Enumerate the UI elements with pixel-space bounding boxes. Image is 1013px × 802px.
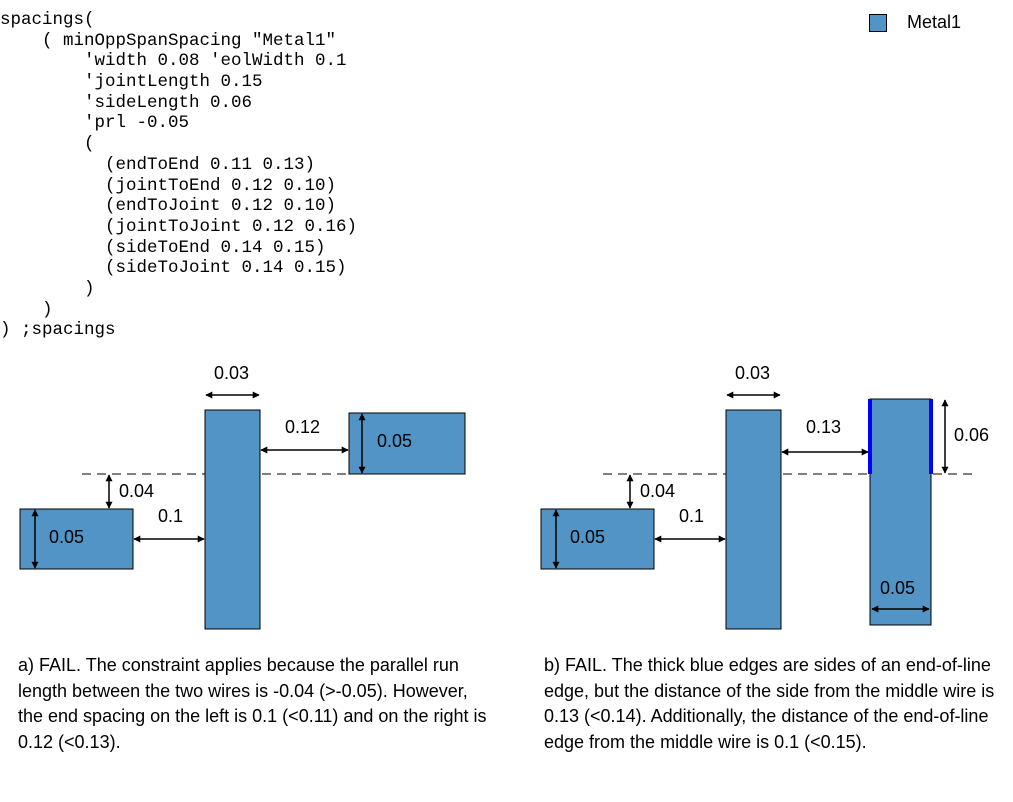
- constraint-code-block: spacings( ( minOppSpanSpacing "Metal1" '…: [0, 10, 357, 341]
- right-wire-height-label-a: 0.05: [377, 431, 412, 451]
- right-wire-a: [348, 412, 466, 475]
- left-wire-a: [19, 508, 134, 570]
- code-line: (endToJoint 0.12 0.10): [0, 196, 337, 217]
- left-spacing-label-a: 0.1: [158, 506, 183, 526]
- prl-label-b: 0.04: [640, 481, 675, 501]
- right-spacing-label-b: 0.13: [806, 417, 841, 437]
- code-line: (sideToEnd 0.14 0.15): [0, 237, 326, 258]
- left-wire-b: [540, 508, 655, 570]
- prl-label-a: 0.04: [119, 481, 154, 501]
- right-wire-b: [869, 398, 932, 626]
- code-line: 'jointLength 0.15: [0, 72, 263, 93]
- middle-width-label-b: 0.03: [735, 363, 770, 383]
- middle-wire-a: [204, 409, 261, 630]
- code-line: ( minOppSpanSpacing "Metal1": [0, 30, 337, 51]
- left-spacing-label-b: 0.1: [679, 506, 704, 526]
- caption-a: a) FAIL. The constraint applies because …: [18, 655, 487, 752]
- code-line: spacings(: [0, 10, 95, 30]
- code-line: (jointToEnd 0.12 0.10): [0, 175, 337, 196]
- code-line: 'prl -0.05: [0, 113, 190, 134]
- left-wire-height-label-b: 0.05: [570, 527, 605, 547]
- left-wire-height-label-a: 0.05: [49, 527, 84, 547]
- code-line: (sideToJoint 0.14 0.15): [0, 258, 347, 279]
- legend-swatch-metal1: [869, 14, 887, 32]
- code-line: 'width 0.08 'eolWidth 0.1: [0, 51, 347, 72]
- right-wire-width-label-b: 0.05: [880, 578, 915, 598]
- caption-b: b) FAIL. The thick blue edges are sides …: [544, 655, 995, 752]
- code-line: (: [0, 134, 95, 155]
- diagram-b: 0.05 0.03 0.1 0.13 0.04 0.06 0.05: [540, 363, 989, 630]
- code-line: 'sideLength 0.06: [0, 92, 253, 113]
- middle-wire-b: [725, 409, 782, 630]
- code-line: (endToEnd 0.11 0.13): [0, 154, 316, 175]
- code-line: ): [0, 278, 95, 299]
- code-line: ) ;spacings: [0, 320, 116, 341]
- code-line: (jointToJoint 0.12 0.16): [0, 216, 358, 237]
- legend-label: Metal1: [907, 12, 962, 32]
- middle-width-label-a: 0.03: [214, 363, 249, 383]
- diagram-a: 0.05 0.05 0.03 0.1 0.12 0.04: [19, 363, 466, 630]
- right-spacing-label-a: 0.12: [285, 417, 320, 437]
- code-line: ): [0, 299, 53, 320]
- side-length-label-b: 0.06: [954, 425, 989, 445]
